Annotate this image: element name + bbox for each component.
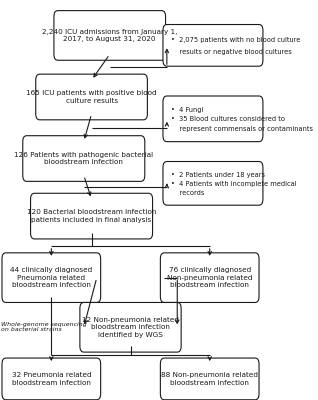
Text: •  4 Fungi: • 4 Fungi [171,107,203,113]
Text: results or negative blood cultures: results or negative blood cultures [171,49,292,55]
Text: 76 clinically diagnosed
Non-pneumonia related
bloodstream infection: 76 clinically diagnosed Non-pneumonia re… [167,267,252,288]
Text: •  2,075 patients with no blood culture: • 2,075 patients with no blood culture [171,37,300,43]
Text: •  35 Blood cultures considered to: • 35 Blood cultures considered to [171,116,285,122]
FancyBboxPatch shape [163,162,263,205]
Text: 32 Pneumonia related
bloodstream infection: 32 Pneumonia related bloodstream infecti… [11,372,91,386]
Text: Whole-genome sequencing
on bacterial strains: Whole-genome sequencing on bacterial str… [1,322,87,332]
Text: represent commensals or contaminants: represent commensals or contaminants [171,126,313,132]
Text: 126 Patients with pathogenic bacterial
bloodstream infection: 126 Patients with pathogenic bacterial b… [14,152,153,165]
FancyBboxPatch shape [54,11,166,60]
FancyBboxPatch shape [160,253,259,302]
FancyBboxPatch shape [23,136,145,181]
Text: records: records [171,190,204,196]
FancyBboxPatch shape [2,358,101,400]
FancyBboxPatch shape [31,193,153,239]
Text: 165 ICU patients with positive blood
culture results: 165 ICU patients with positive blood cul… [26,90,157,104]
Text: 88 Non-pneumonia related
bloodstream infection: 88 Non-pneumonia related bloodstream inf… [161,372,258,386]
Text: 12 Non-pneumonia related
bloodstream infection
identified by WGS: 12 Non-pneumonia related bloodstream inf… [82,317,179,338]
FancyBboxPatch shape [2,253,101,302]
FancyBboxPatch shape [163,96,263,142]
Text: •  4 Patients with incomplete medical: • 4 Patients with incomplete medical [171,181,296,187]
Text: •  2 Patients under 18 years: • 2 Patients under 18 years [171,172,265,178]
FancyBboxPatch shape [160,358,259,400]
FancyBboxPatch shape [80,302,181,352]
FancyBboxPatch shape [163,24,263,66]
Text: 120 Bacterial bloodstream infection
patients included in final analysis: 120 Bacterial bloodstream infection pati… [27,209,156,223]
Text: 44 clinically diagnosed
Pneumonia related
bloodstream infection: 44 clinically diagnosed Pneumonia relate… [10,267,93,288]
FancyBboxPatch shape [36,74,147,120]
Text: 2,240 ICU admissions from January 1,
2017, to August 31, 2020: 2,240 ICU admissions from January 1, 201… [42,29,177,42]
